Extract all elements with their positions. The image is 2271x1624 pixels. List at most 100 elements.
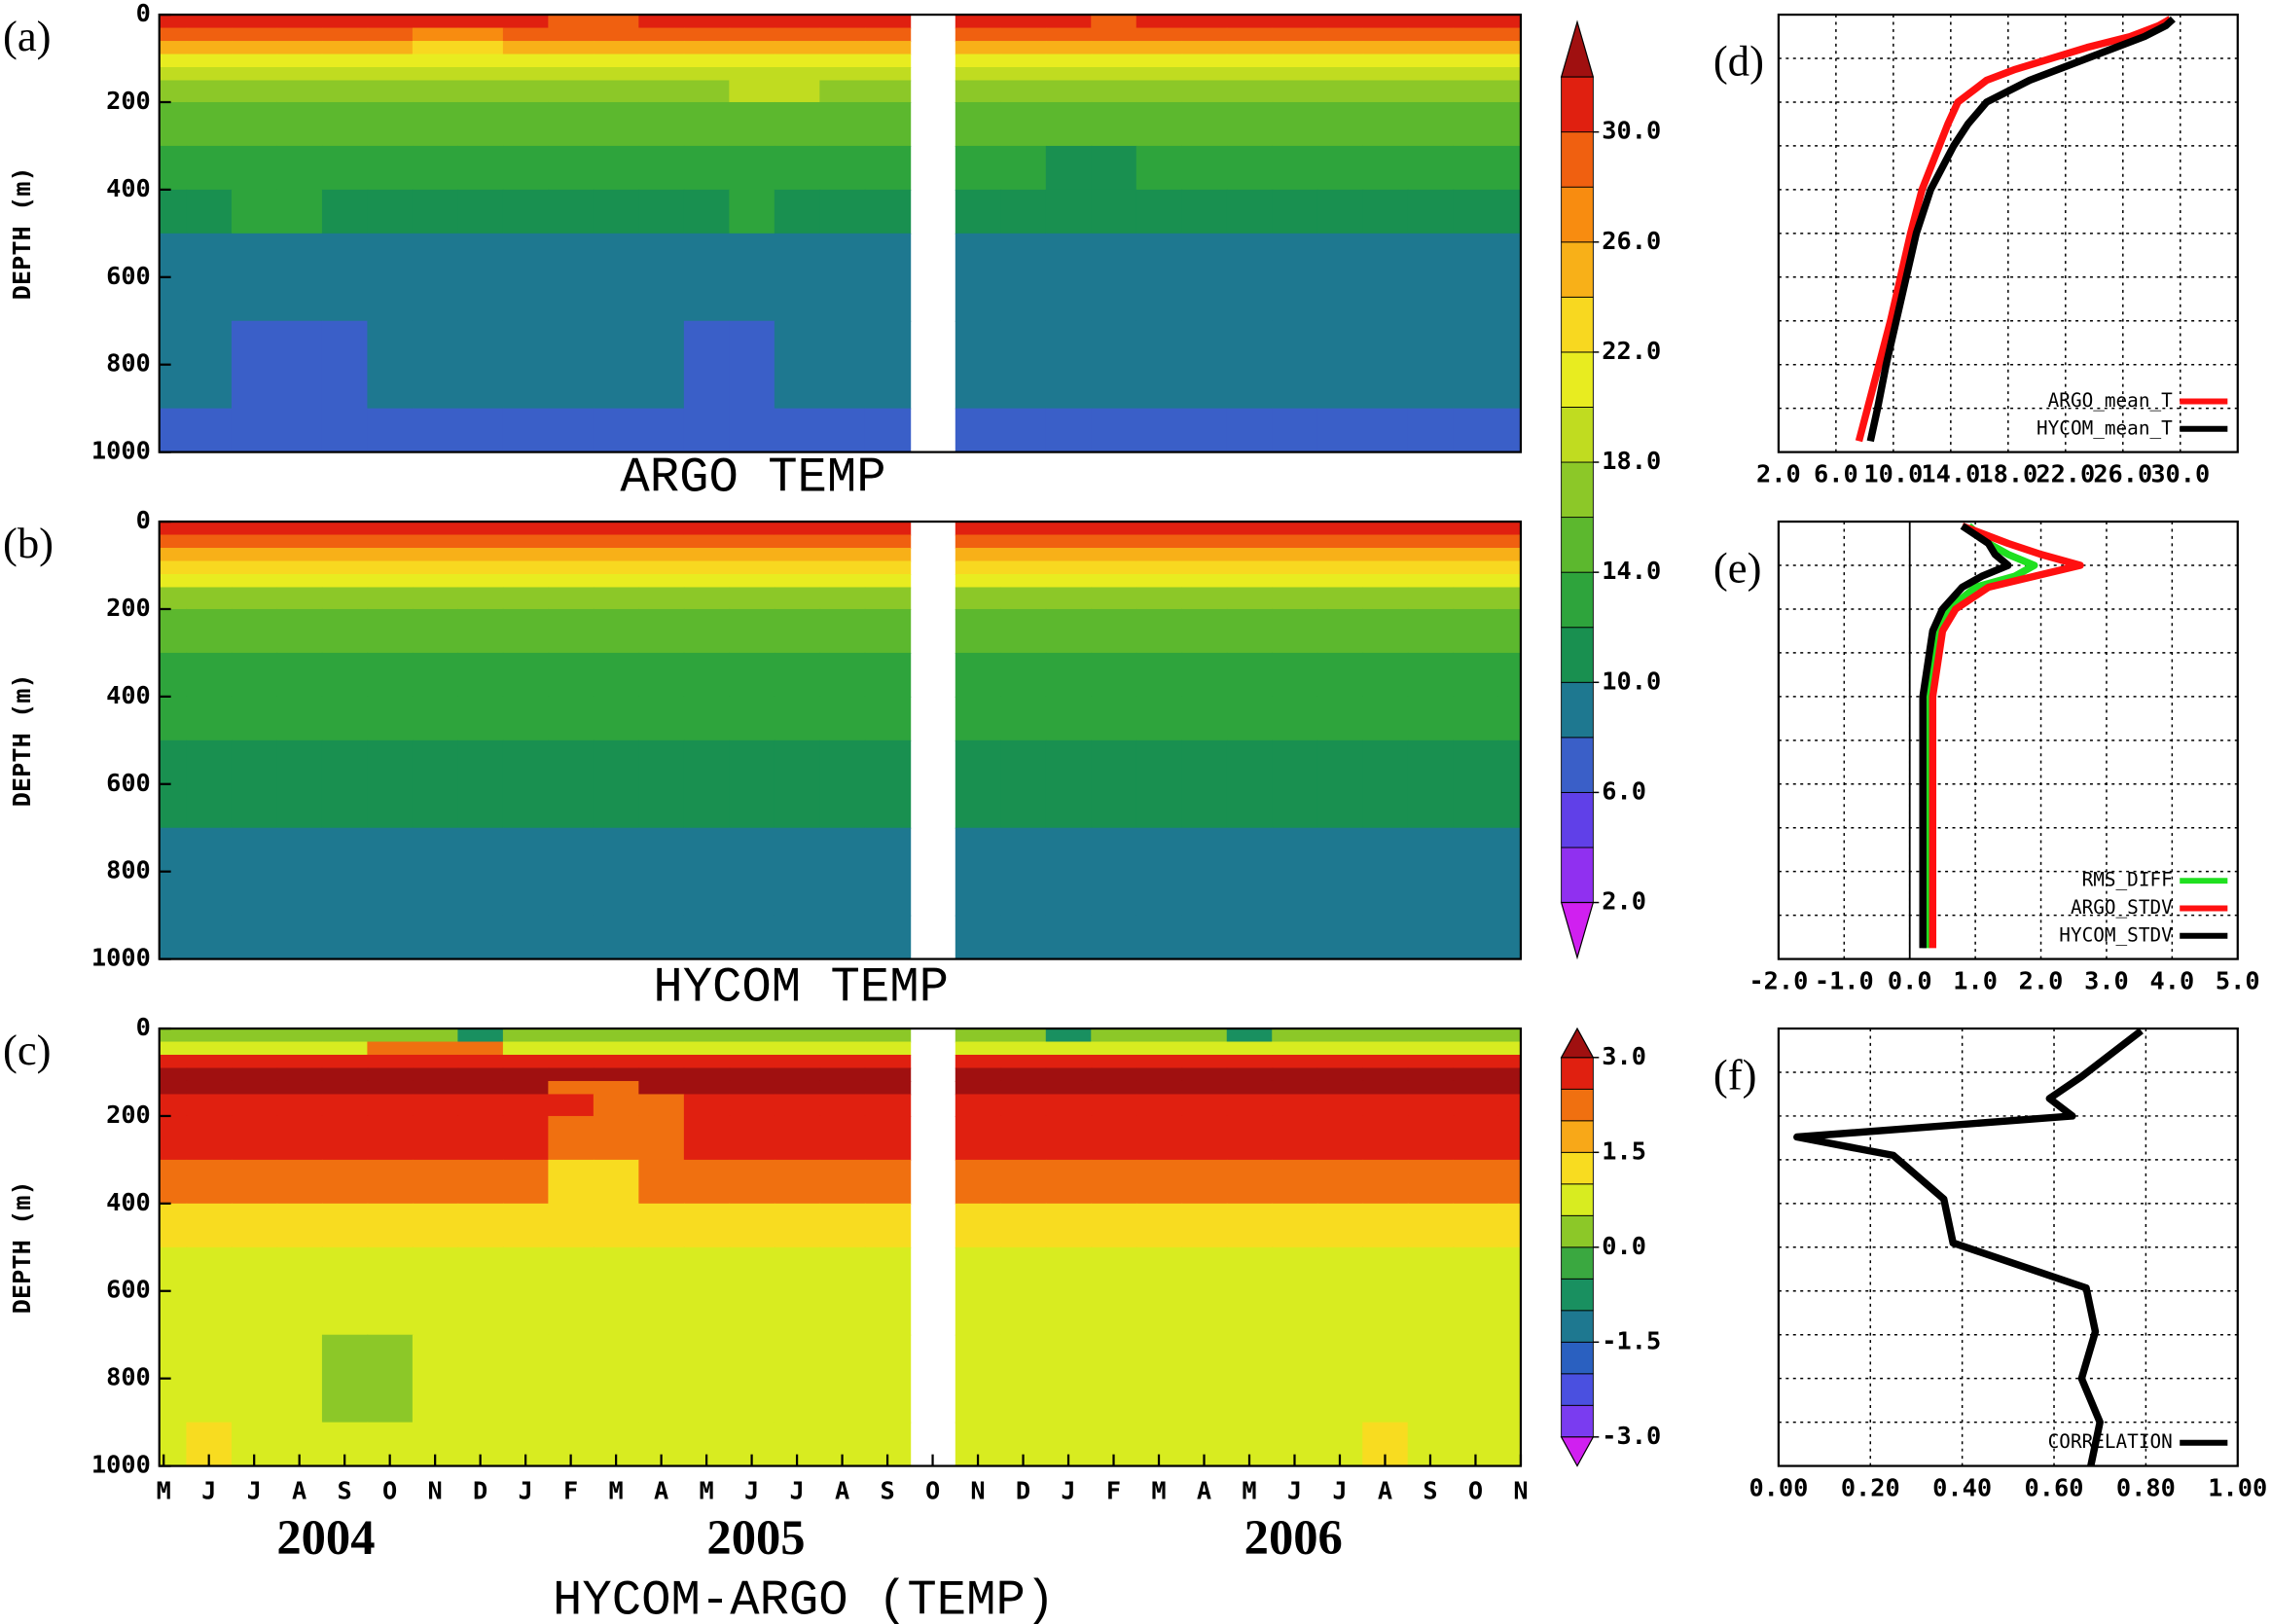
cell — [1136, 573, 1183, 589]
cell — [1226, 1029, 1274, 1043]
cell — [276, 1041, 323, 1056]
cell — [367, 233, 414, 322]
y-tick-label: 200 — [106, 594, 151, 622]
panel-label: (a) — [3, 12, 52, 60]
cell — [1045, 1094, 1093, 1117]
cell — [276, 827, 323, 917]
cell — [593, 587, 640, 610]
cell — [548, 696, 595, 741]
cell — [593, 145, 640, 191]
heatmap-cells — [159, 15, 1521, 452]
cell — [593, 1067, 640, 1082]
colorbar-band — [1561, 1341, 1594, 1375]
cell — [1000, 740, 1047, 829]
cell — [1453, 27, 1499, 42]
cell — [1045, 145, 1093, 191]
cell — [457, 548, 504, 562]
cell — [457, 189, 504, 235]
cell — [593, 54, 640, 68]
cell — [502, 233, 550, 322]
cell — [457, 80, 504, 103]
cell — [1000, 408, 1047, 452]
cell — [1226, 1115, 1274, 1161]
cell — [276, 1115, 323, 1161]
cell — [1316, 1334, 1364, 1424]
cell — [864, 189, 912, 235]
cell — [955, 1115, 1002, 1161]
cell — [819, 408, 866, 452]
cell — [276, 1334, 323, 1424]
cell — [593, 740, 640, 829]
cell — [1497, 696, 1521, 741]
cell — [321, 1246, 369, 1336]
cell — [864, 1094, 912, 1117]
cell — [502, 522, 550, 536]
cell — [457, 573, 504, 589]
cell — [864, 1159, 912, 1205]
cell — [1181, 67, 1228, 82]
cell — [1272, 54, 1318, 68]
cell — [729, 587, 775, 610]
cell — [638, 145, 685, 191]
cell — [159, 41, 188, 55]
x-tick-label: J — [744, 1476, 759, 1504]
cell — [1226, 189, 1274, 235]
colorbar-band — [1561, 351, 1594, 408]
cell — [1136, 1067, 1183, 1082]
cell — [186, 522, 233, 536]
plot-frame — [1777, 13, 2239, 453]
cell — [774, 15, 821, 29]
cell — [1272, 27, 1318, 42]
y-tick-label: 800 — [106, 856, 151, 884]
cell — [1453, 522, 1499, 536]
cell — [412, 652, 459, 698]
cell — [1362, 320, 1409, 410]
cell — [683, 27, 731, 42]
cell — [1453, 1203, 1499, 1248]
cell — [683, 145, 731, 191]
colorbar-label: 14.0 — [1602, 557, 1661, 585]
cell — [186, 608, 233, 654]
colorbar-band — [1561, 1373, 1594, 1406]
cell — [1226, 1080, 1274, 1096]
cell — [502, 189, 550, 235]
cell — [1362, 608, 1409, 654]
cell — [276, 560, 323, 575]
cell — [955, 320, 1002, 410]
cell — [276, 233, 323, 322]
cell — [1181, 915, 1228, 959]
cell — [186, 80, 233, 103]
cell — [1091, 67, 1137, 82]
cell — [367, 145, 414, 191]
cell — [231, 608, 278, 654]
cell — [683, 534, 731, 549]
x-tick-label: F — [1106, 1476, 1121, 1504]
cell — [502, 915, 550, 959]
cell — [1407, 608, 1455, 654]
cell — [321, 1029, 369, 1043]
cell — [367, 1203, 414, 1248]
cell — [231, 233, 278, 322]
cell — [1316, 573, 1364, 589]
cell — [683, 15, 731, 29]
colorbar-band — [1561, 571, 1594, 629]
panel-label: (e) — [1713, 543, 1762, 592]
x-tick-label: J — [1332, 1476, 1347, 1504]
cell — [1272, 189, 1318, 235]
cell — [1453, 1029, 1499, 1043]
cell — [683, 548, 731, 562]
cell — [1407, 67, 1455, 82]
cell — [638, 522, 685, 536]
cell — [638, 560, 685, 575]
heatmap-cells — [159, 522, 1521, 959]
colorbar-band — [1561, 76, 1594, 133]
cell — [774, 80, 821, 103]
cell — [1272, 41, 1318, 55]
cell — [1181, 1080, 1228, 1096]
cell — [1407, 1055, 1455, 1069]
colorbar-label: 26.0 — [1602, 227, 1661, 255]
cell — [1407, 548, 1455, 562]
cell — [1045, 522, 1093, 536]
cell — [367, 1115, 414, 1161]
cell — [1497, 534, 1521, 549]
